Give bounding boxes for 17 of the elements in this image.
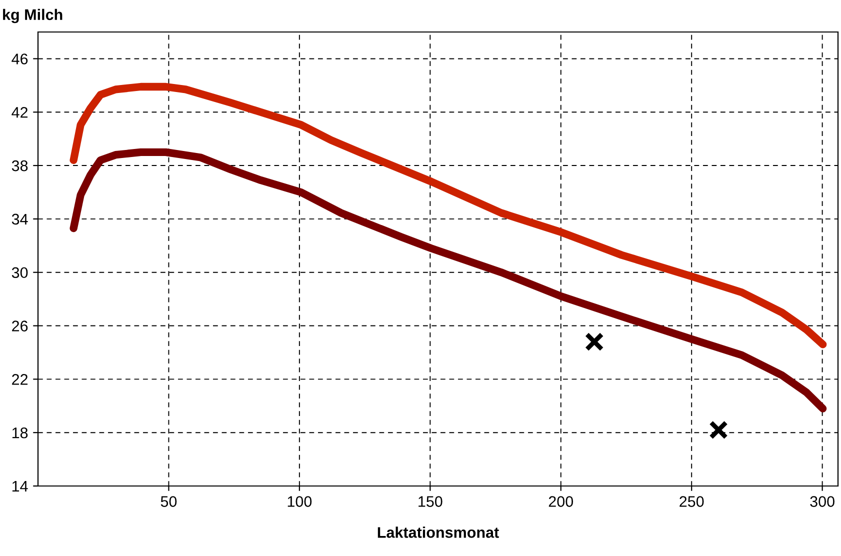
y-tick-label: 38 [12,160,28,172]
x-axis-title: Laktationsmonat [378,526,499,538]
y-tick-label: 14 [12,481,28,492]
x-tick-label: 50 [160,496,177,507]
y-tick-label: 18 [12,427,28,438]
x-tick-label: 200 [548,496,574,507]
y-tick-label: 26 [12,320,28,332]
y-tick-label: 30 [12,267,28,278]
y-tick-label: 46 [12,54,28,64]
x-tick-label: 300 [810,496,834,507]
x-tick-label: 100 [288,496,312,507]
x-tick-label: 250 [680,496,704,507]
y-tick-label: 34 [12,214,28,225]
y-axis-title: kg Milch [3,8,62,24]
y-tick-label: 22 [12,374,28,385]
x-tick-label: 150 [418,496,442,507]
y-tick-label: 42 [12,106,28,118]
